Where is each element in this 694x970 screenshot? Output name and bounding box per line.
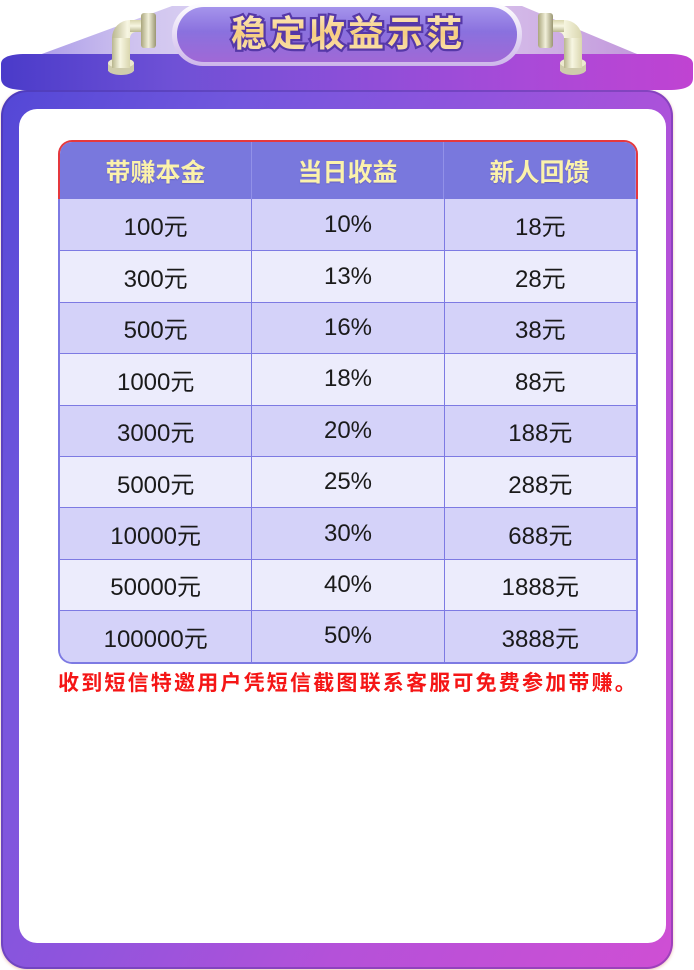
svg-text:稳定收益示范: 稳定收益示范 bbox=[231, 5, 465, 57]
